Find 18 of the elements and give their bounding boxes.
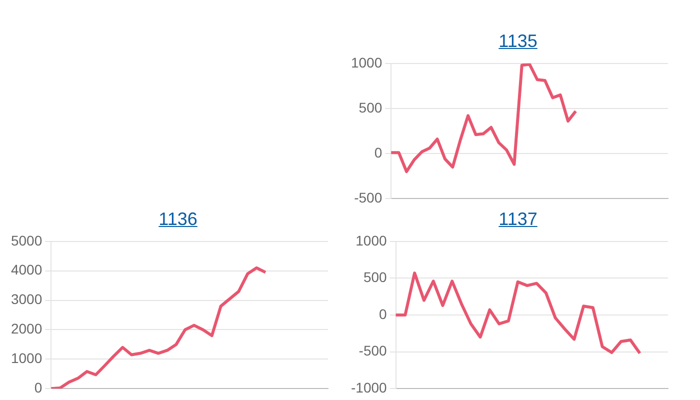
y-tick-label: -1000 xyxy=(350,379,388,396)
y-tick-label: 0 xyxy=(34,379,42,396)
y-tick-label: 0 xyxy=(379,306,388,322)
y-tick-label: 0 xyxy=(374,144,382,160)
y-tick-label: 5000 xyxy=(10,232,42,248)
y-tick-label: 1000 xyxy=(350,54,382,70)
chart-title: 1135 xyxy=(498,30,538,52)
y-tick-label: 500 xyxy=(363,269,388,286)
y-tick-label: 1000 xyxy=(10,350,42,366)
chart-title: 1136 xyxy=(158,208,198,230)
chart-title: 1137 xyxy=(498,208,538,230)
y-tick-label: 500 xyxy=(358,99,382,116)
y-tick-label: 1000 xyxy=(356,232,388,248)
y-tick-label: 4000 xyxy=(10,262,42,278)
y-tick-label: -500 xyxy=(354,189,382,206)
y-tick-label: 2000 xyxy=(10,320,42,337)
y-tick-label: 3000 xyxy=(10,291,42,308)
y-tick-label: -500 xyxy=(358,342,388,359)
